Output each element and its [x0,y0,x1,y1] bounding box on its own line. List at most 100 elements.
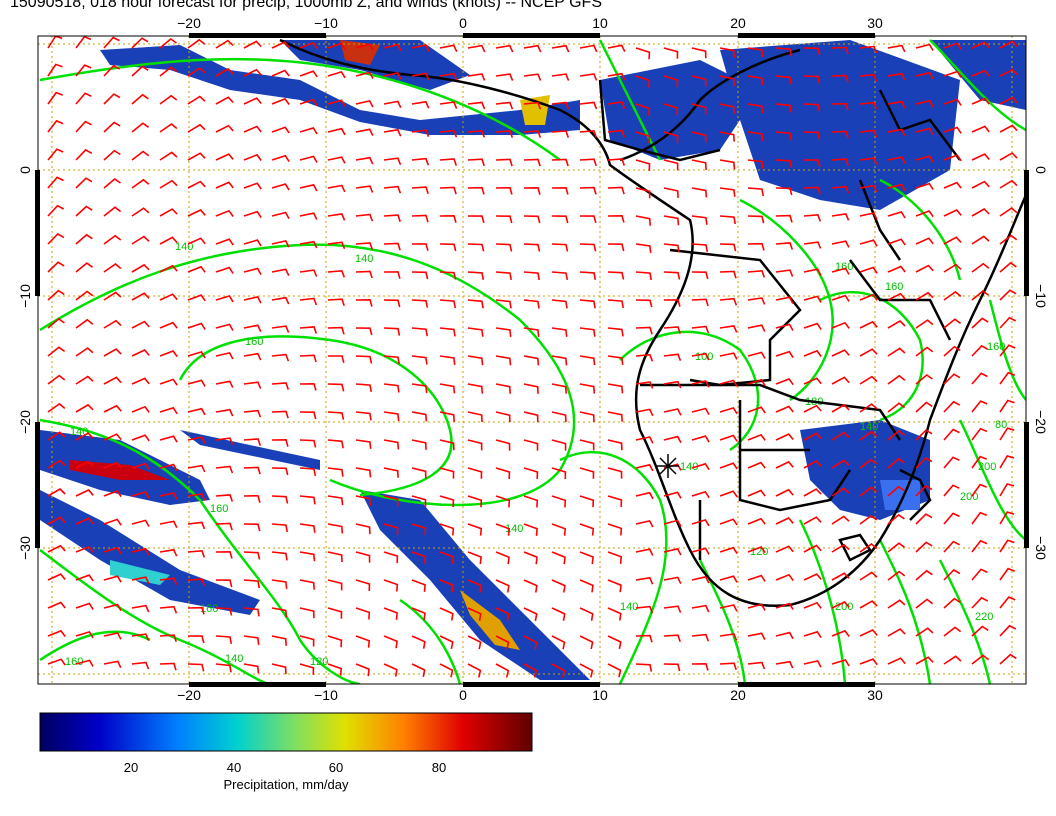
wind-barb [859,430,878,441]
wind-barb [691,518,710,527]
wind-barb [271,663,287,675]
wind-barb [887,183,906,192]
wind-barb [831,130,849,139]
wind-barb [691,407,710,415]
wind-barb [691,187,708,198]
wind-barb [831,240,850,248]
wind-barb [999,152,1018,161]
wind-barb [551,355,568,366]
wind-barb [607,411,623,422]
wind-barb [719,518,738,526]
wind-barb [747,489,766,497]
wind-barb [47,374,66,385]
wind-barb [579,101,598,110]
wind-barb [999,567,1015,581]
wind-barb [299,183,318,192]
wind-barb [439,186,457,195]
wind-barb [579,579,594,593]
wind-barb [635,326,653,335]
wind-barb [328,355,345,364]
wind-barb [383,43,402,52]
wind-barb [327,269,346,278]
wind-barb [523,186,541,195]
wind-barb [579,439,595,451]
wind-barb [887,100,906,109]
wind-barb [215,181,234,189]
wind-barb [915,319,934,329]
wind-barb [299,41,318,49]
wind-barb [411,663,426,678]
wind-barb [915,541,933,553]
wind-barb [131,519,150,527]
wind-barb [159,634,177,642]
wind-barb [327,383,345,392]
wind-barb [579,158,597,167]
wind-barb [103,518,122,526]
colorbar-tick-labels: 20 40 60 80 [124,760,446,775]
wind-barb [131,235,150,245]
wind-barb [859,184,878,193]
wind-barb [775,602,794,610]
wind-barb [663,103,679,116]
wind-barb [551,495,567,508]
wind-barb [271,154,290,163]
wind-barb [495,73,514,81]
wind-barb [383,157,402,165]
wind-barb [495,130,514,138]
wind-barb [327,184,346,193]
wind-barb [551,44,570,53]
lon-labels-bottom: −20 −10 0 10 20 30 [177,687,883,700]
wind-barb [243,324,262,332]
wind-barb [355,185,374,193]
wind-barb [747,131,764,141]
wind-barb [243,607,260,617]
wind-barb [747,574,766,582]
wind-barb [803,47,821,56]
wind-barb [607,663,622,678]
wind-barb [103,490,122,498]
wind-barb [803,75,821,84]
wind-barb [215,437,234,445]
wind-barb [411,299,429,308]
wind-barb [887,128,906,137]
wind-barb [383,185,402,194]
wind-barb [691,243,709,253]
wind-barb [47,573,66,581]
wind-barb [383,100,402,109]
wind-barb [103,348,122,357]
wind-barb [467,44,486,53]
wind-barb [327,579,343,591]
wind-barb [915,99,934,108]
wind-barb [131,178,150,189]
wind-barb [831,431,850,441]
wind-barb [47,544,66,553]
wind-barb [187,322,206,330]
wind-barb [439,635,454,650]
wind-barb [411,214,429,223]
wind-barb [439,72,458,81]
wind-barb [131,122,149,133]
svg-text:160: 160 [885,281,903,293]
wind-barb [187,663,205,672]
wind-barb [551,73,570,81]
wind-barb [243,438,262,446]
wind-barb [299,607,315,619]
wind-barb [915,182,934,190]
wind-barb [355,383,373,393]
precip-colorbar: 20 40 60 80 Precipitation, mm/day [39,712,533,792]
wind-barb [299,269,318,277]
wind-barb [719,243,737,252]
wind-barb [355,551,371,563]
wind-barb [187,379,206,387]
wind-barb [999,624,1017,637]
svg-text:30: 30 [867,687,883,700]
wind-barb [859,266,878,274]
wind-barb [103,376,122,385]
wind-barb [635,159,651,171]
axis-bars [35,33,1029,687]
wind-barb [187,152,206,161]
wind-barb [327,495,344,506]
wind-barb [663,215,680,226]
wind-barb [887,542,905,553]
wind-barb [887,513,905,525]
